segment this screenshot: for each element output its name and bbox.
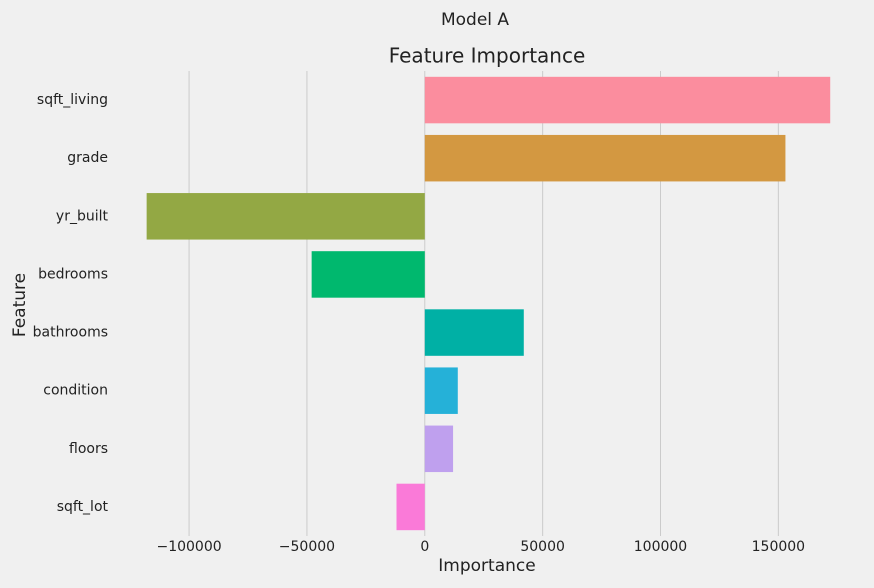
bar bbox=[424, 134, 786, 182]
x-axis-label: Importance bbox=[438, 556, 535, 576]
bar bbox=[146, 193, 425, 240]
bar bbox=[424, 309, 524, 356]
y-tick-label: condition bbox=[43, 383, 108, 399]
y-tick-label: sqft_living bbox=[37, 92, 108, 108]
x-tick-label: 100000 bbox=[634, 539, 687, 555]
bar bbox=[424, 425, 454, 473]
y-tick-label: yr_built bbox=[56, 208, 109, 224]
x-tick-label: −100000 bbox=[156, 539, 221, 555]
y-axis-label: Feature bbox=[10, 273, 30, 337]
bar bbox=[396, 483, 425, 531]
x-tick-label: 50000 bbox=[520, 539, 565, 555]
x-tick-label: −50000 bbox=[279, 539, 335, 555]
y-tick-label: grade bbox=[67, 150, 108, 166]
x-tick-label: 0 bbox=[420, 539, 429, 555]
y-tick-label: floors bbox=[69, 441, 108, 457]
suptitle: Model A bbox=[441, 10, 509, 30]
bar bbox=[311, 251, 425, 298]
bar bbox=[424, 76, 831, 124]
y-tick-label: sqft_lot bbox=[57, 499, 109, 515]
y-tick-label: bedrooms bbox=[38, 266, 108, 282]
x-tick-label: 150000 bbox=[752, 539, 805, 555]
bar bbox=[424, 367, 458, 414]
chart-title: Feature Importance bbox=[389, 44, 586, 68]
y-tick-label: bathrooms bbox=[33, 325, 108, 341]
